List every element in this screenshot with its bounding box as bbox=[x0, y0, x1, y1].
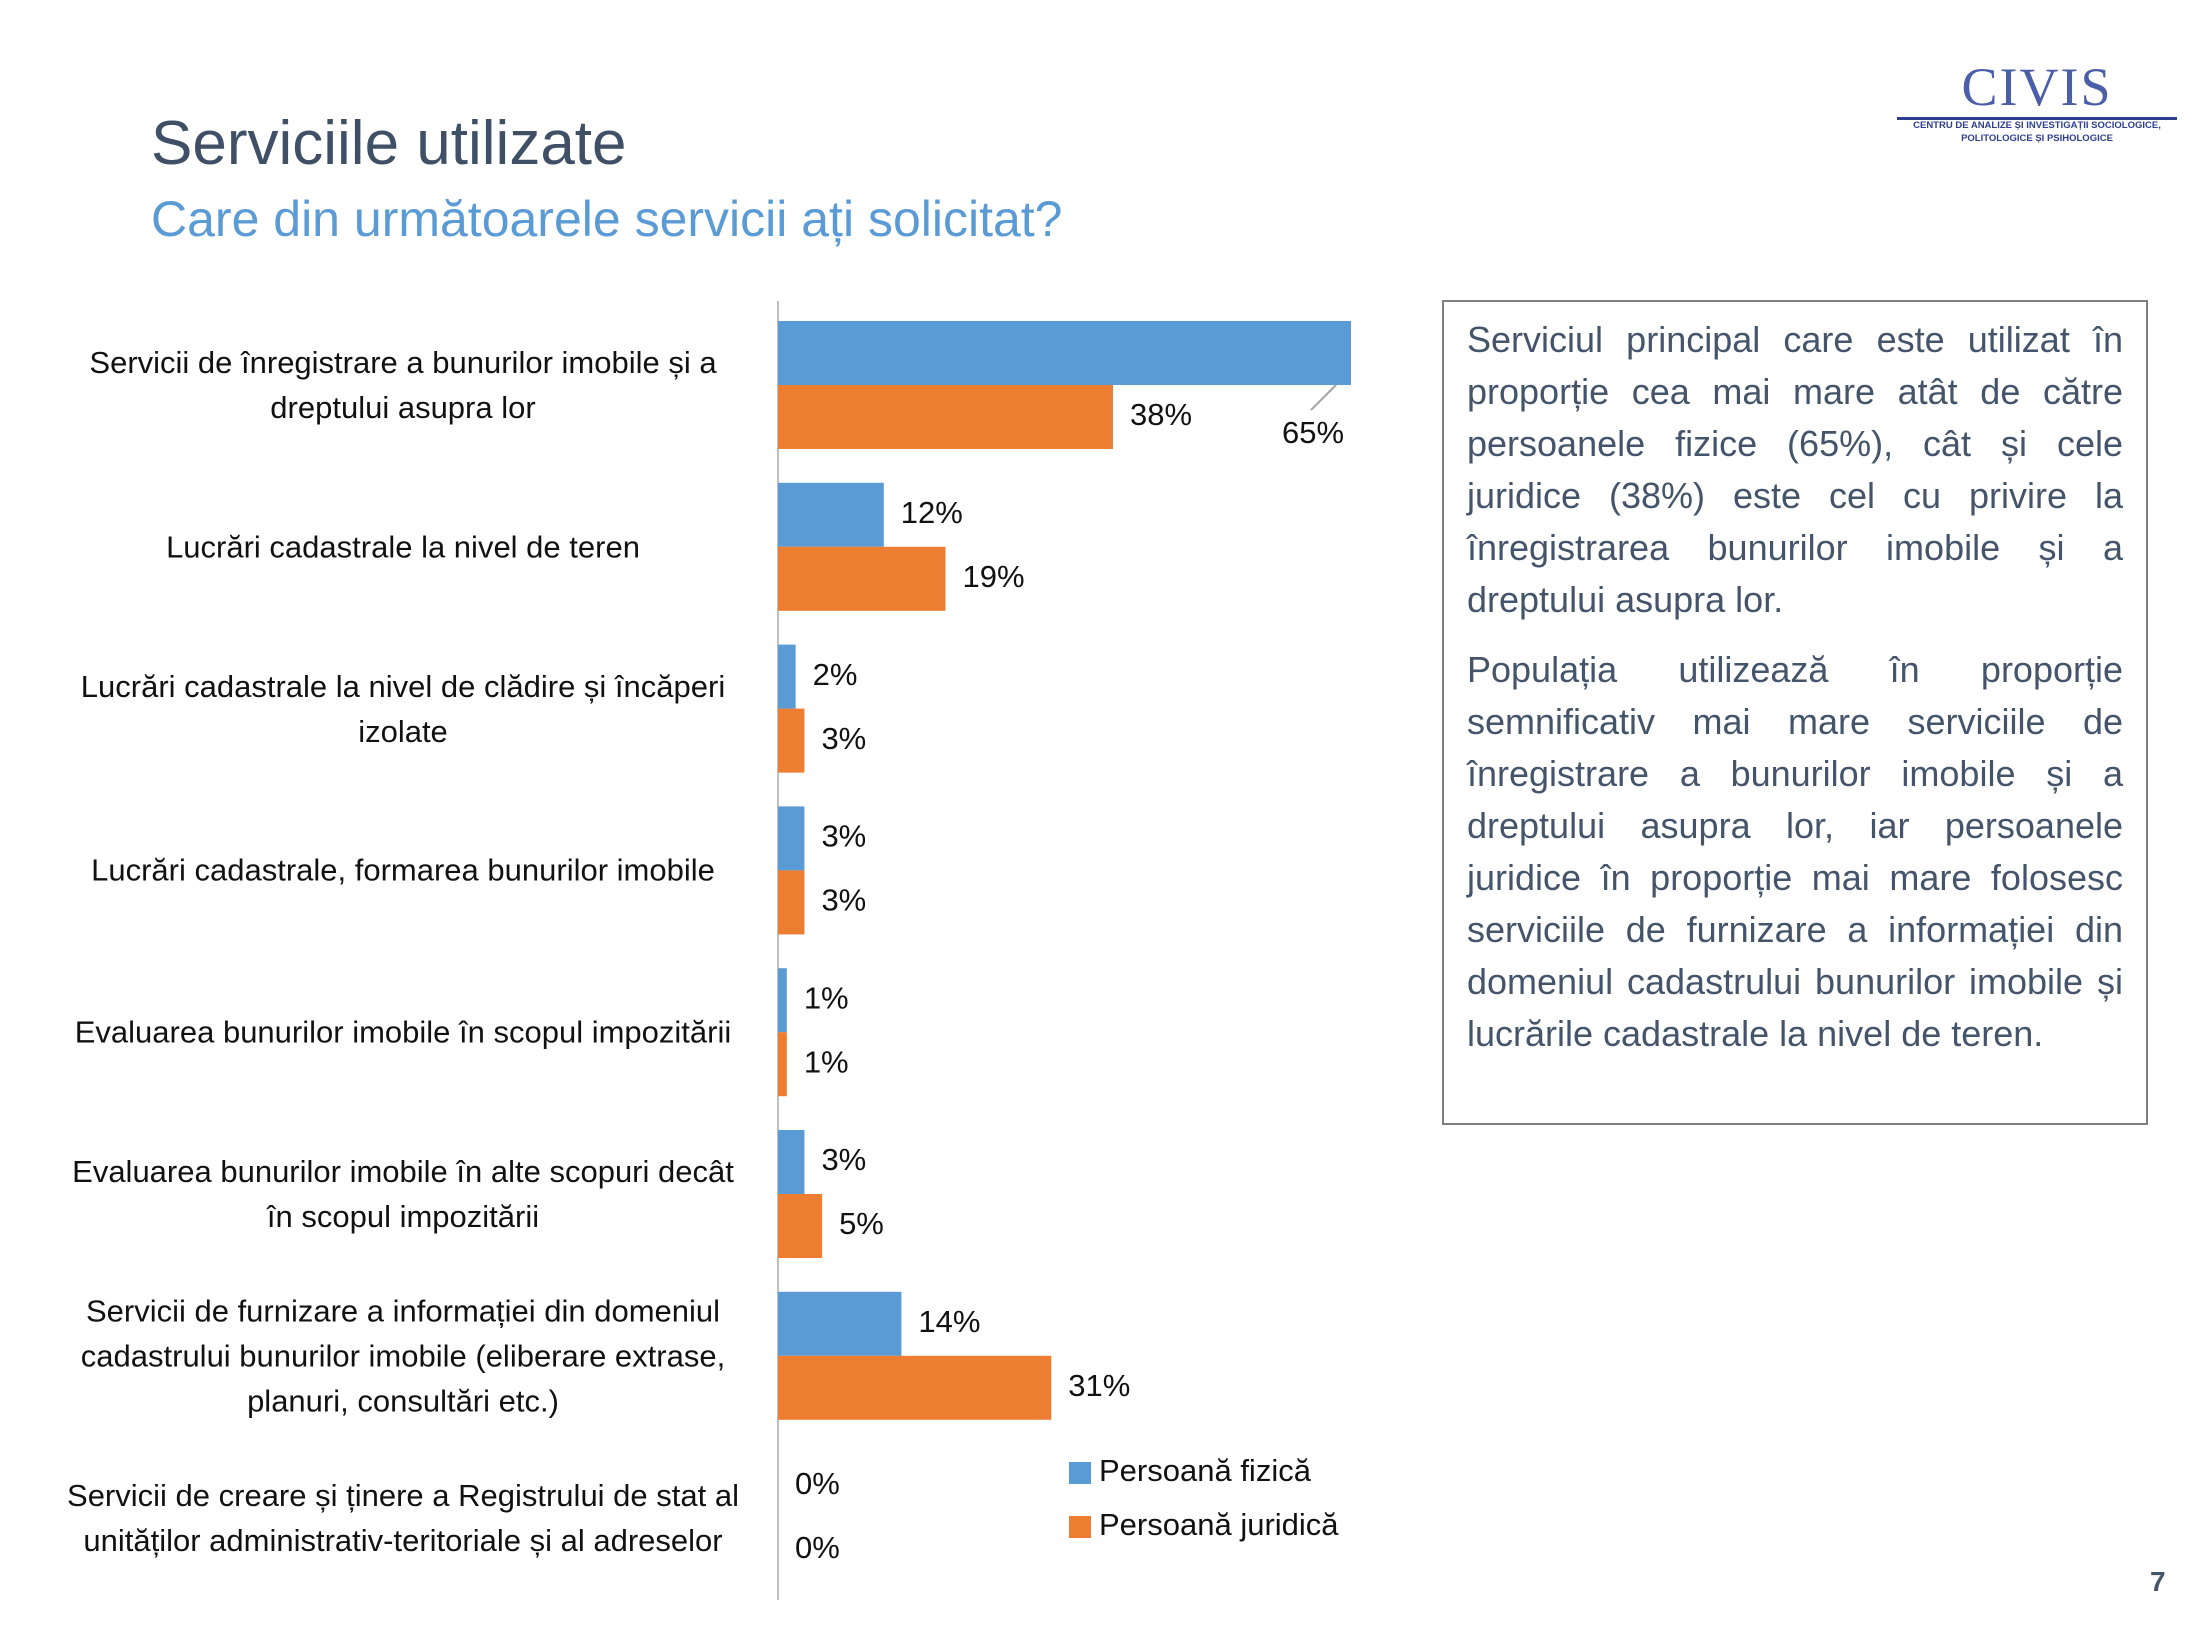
value-label: 14% bbox=[918, 1304, 980, 1339]
value-label: 1% bbox=[804, 1044, 849, 1079]
value-label: 65% bbox=[1282, 415, 1344, 450]
bar bbox=[778, 321, 1351, 385]
value-label: 38% bbox=[1130, 397, 1192, 432]
page-number: 7 bbox=[2150, 1566, 2166, 1597]
value-label: 12% bbox=[901, 495, 963, 530]
value-label: 0% bbox=[795, 1530, 840, 1565]
bar bbox=[778, 482, 884, 547]
category-label: Servicii de furnizare a informației din … bbox=[80, 1293, 726, 1419]
category-label: Lucrări cadastrale la nivel de teren bbox=[166, 529, 640, 565]
bar bbox=[778, 385, 1113, 449]
subtitle: Care din următoarele servicii ați solici… bbox=[151, 191, 1063, 247]
value-label: 5% bbox=[839, 1206, 884, 1241]
category-label: Evaluarea bunurilor imobile în alte scop… bbox=[72, 1154, 734, 1234]
value-label: 1% bbox=[804, 980, 849, 1015]
bar bbox=[778, 1130, 805, 1194]
legend-label: Persoană fizică bbox=[1099, 1453, 1312, 1488]
value-label: 3% bbox=[821, 721, 866, 756]
category-label: Servicii de creare și ținere a Registrul… bbox=[67, 1477, 739, 1558]
leader-line bbox=[1310, 384, 1337, 411]
bar bbox=[778, 1194, 823, 1258]
bar bbox=[778, 708, 805, 773]
logo-line: CENTRU DE ANALIZE ȘI INVESTIGAȚII SOCIOL… bbox=[1913, 120, 2161, 132]
bar bbox=[778, 968, 787, 1033]
paragraph: Populația utilizează în proporție semnif… bbox=[1467, 649, 2123, 1054]
value-label: 2% bbox=[813, 657, 858, 692]
legend-swatch bbox=[1069, 1462, 1091, 1484]
category-label: Servicii de înregistrare a bunurilor imo… bbox=[89, 345, 717, 425]
value-label: 3% bbox=[821, 1142, 866, 1177]
title: Serviciile utilizate bbox=[151, 109, 627, 178]
legend-label: Persoană juridică bbox=[1099, 1507, 1339, 1542]
logo-name: CIVIS bbox=[1897, 57, 2177, 121]
category-label: Lucrări cadastrale, formarea bunurilor i… bbox=[91, 852, 715, 888]
bar bbox=[778, 1032, 787, 1097]
logo: CIVIS CENTRU DE ANALIZE ȘI INVESTIGAȚII … bbox=[1897, 57, 2177, 146]
paragraph: Serviciul principal care este utilizat î… bbox=[1467, 319, 2123, 620]
bar bbox=[778, 644, 796, 709]
value-label: 3% bbox=[821, 883, 866, 918]
value-label: 0% bbox=[795, 1466, 840, 1501]
bar bbox=[778, 870, 805, 935]
text-box: Serviciul principal care este utilizat î… bbox=[1442, 300, 2148, 1125]
bar bbox=[778, 806, 805, 871]
logo-line: POLITOLOGICE ȘI PSIHOLOGICE bbox=[1961, 133, 2113, 145]
category-label: Lucrări cadastrale la nivel de clădire ș… bbox=[80, 668, 726, 749]
value-label: 3% bbox=[821, 819, 866, 854]
value-label: 19% bbox=[962, 559, 1024, 594]
legend-swatch bbox=[1069, 1516, 1091, 1538]
bar bbox=[778, 1355, 1052, 1420]
bar bbox=[778, 1291, 902, 1356]
bar bbox=[778, 546, 946, 611]
category-label: Evaluarea bunurilor imobile în scopul im… bbox=[74, 1014, 732, 1050]
value-label: 31% bbox=[1068, 1368, 1130, 1403]
